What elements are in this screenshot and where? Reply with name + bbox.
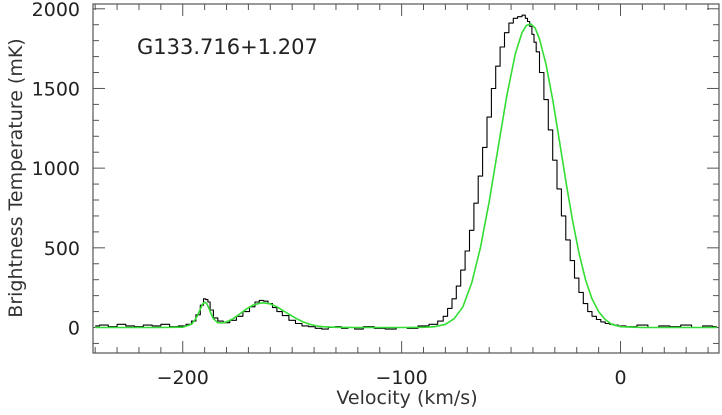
gaussian-fit-line (95, 23, 717, 329)
axis-tick-labels: −200 −100 0 0 500 1000 1500 2000 (32, 0, 627, 389)
plot-frame (92, 3, 720, 354)
y-tick-label: 1500 (32, 78, 80, 100)
source-annotation: G133.716+1.207 (137, 35, 318, 59)
y-axis-title: Brightness Temperature (mK) (5, 38, 27, 317)
observed-spectrum-line (95, 14, 717, 330)
x-tick-label: 0 (614, 367, 626, 389)
y-tick-label: 500 (44, 238, 80, 260)
y-tick-label: 2000 (32, 0, 80, 21)
series-layer (95, 14, 717, 330)
x-tick-label: −100 (376, 367, 428, 389)
x-tick-label: −200 (157, 367, 209, 389)
axis-ticks (93, 4, 719, 353)
x-axis-title: Velocity (km/s) (336, 387, 477, 409)
y-tick-label: 1000 (32, 158, 80, 180)
y-tick-label: 0 (68, 318, 80, 340)
